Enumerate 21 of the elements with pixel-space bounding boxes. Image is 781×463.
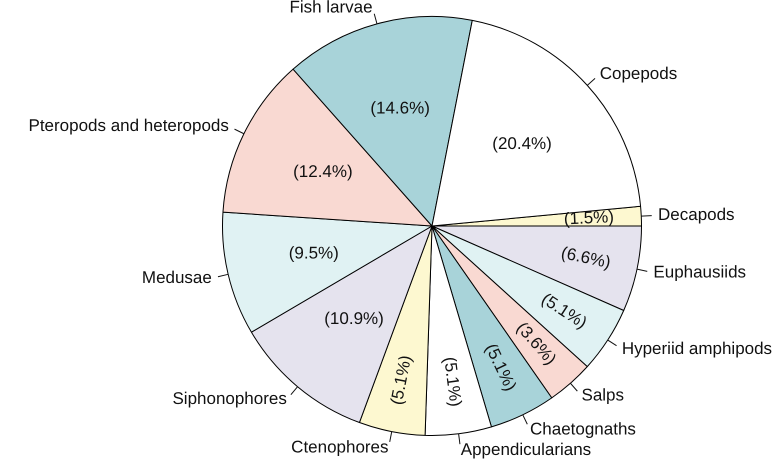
slice-label: Pteropods and heteropods — [28, 116, 229, 136]
data-label: (10.9%) — [324, 308, 384, 328]
slice-label: Decapods — [658, 205, 735, 224]
data-label: (5.1%) — [440, 356, 466, 408]
slice-label: Copepods — [600, 64, 678, 83]
data-label: (1.5%) — [563, 207, 614, 228]
data-label: (14.6%) — [370, 98, 430, 118]
data-label: (9.5%) — [288, 244, 339, 263]
slice-label: Siphonophores — [172, 389, 287, 408]
slice-label: Medusae — [142, 268, 212, 287]
data-label: (6.6%) — [559, 243, 612, 272]
data-label: (12.4%) — [293, 162, 353, 182]
data-label: (5.1%) — [386, 354, 416, 406]
slice-label: Euphausiids — [653, 262, 746, 282]
slice-label: Ctenophores — [291, 438, 389, 457]
slice-label: Salps — [581, 386, 624, 405]
slice-label: Appendicularians — [460, 440, 592, 460]
slice-label: Hyperiid amphipods — [622, 338, 772, 358]
slice-label: Fish larvae — [289, 0, 373, 16]
slice-label: Chaetognaths — [530, 420, 636, 439]
data-label: (20.4%) — [492, 134, 552, 154]
